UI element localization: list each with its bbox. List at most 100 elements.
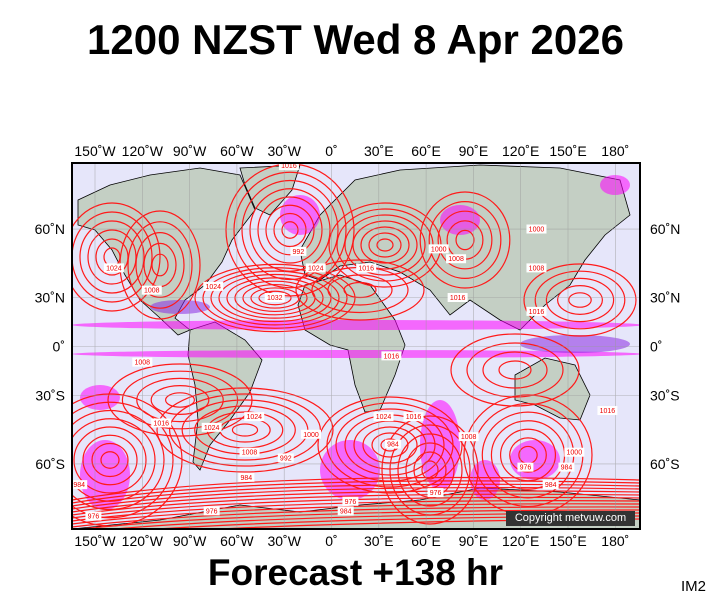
- isobar-label-bg: [151, 418, 172, 428]
- isobar-label-bg: [203, 281, 224, 291]
- isobar-label: 1024: [205, 284, 221, 291]
- isobar-label-bg: [290, 246, 307, 256]
- map-frame: [71, 162, 641, 530]
- isobar-label-bg: [373, 412, 394, 422]
- lon-tick-label: 60˚E: [411, 143, 441, 159]
- isobar-label-bg: [301, 429, 322, 439]
- isobar-label-bg: [558, 462, 575, 472]
- isobar-label-bg: [203, 506, 220, 516]
- isobar-label-bg: [342, 496, 359, 506]
- isobar-label: 976: [88, 514, 100, 521]
- lon-tick-label: 150˚E: [549, 143, 586, 159]
- isobar-label: 1000: [529, 227, 545, 234]
- lon-tick-label: 90˚E: [459, 143, 489, 159]
- isobar-label: 1008: [448, 256, 464, 263]
- isobar-label: 1024: [204, 425, 220, 432]
- lat-tick-label-left: 30˚N: [35, 290, 65, 306]
- isobar-label-bg: [447, 293, 468, 303]
- graticule: [72, 163, 640, 529]
- image-code: IM2: [681, 578, 707, 595]
- isobar-label: 984: [545, 482, 557, 489]
- lon-tick-label: 0˚: [325, 533, 337, 549]
- lat-tick-label-right: 30˚S: [650, 387, 680, 403]
- lon-tick-label: 30˚E: [364, 143, 394, 159]
- isobar-label: 992: [280, 455, 292, 462]
- lon-tick-label: 120˚W: [122, 533, 164, 549]
- isobar-label-bg: [458, 432, 479, 442]
- isobar-label: 1024: [308, 265, 324, 272]
- isobar-label: 976: [345, 499, 357, 506]
- lat-tick-label-left: 30˚S: [35, 387, 65, 403]
- isobar-label-bg: [564, 447, 585, 457]
- isobar-label: 1016: [450, 295, 466, 302]
- isobar-label-bg: [403, 412, 424, 422]
- isobar-label: 1008: [242, 450, 258, 457]
- isobar-label-bg: [103, 263, 124, 273]
- lon-tick-label: 90˚W: [173, 143, 207, 159]
- lon-tick-label: 60˚E: [411, 533, 441, 549]
- isobar-label-bg: [85, 511, 102, 521]
- isobar-label-bg: [381, 351, 402, 361]
- isobar-label: 1000: [303, 432, 319, 439]
- isobar-label-bg: [244, 412, 265, 422]
- isobar-label: 984: [73, 482, 85, 489]
- isobar-label-bg: [278, 163, 299, 171]
- lon-tick-label: 150˚E: [549, 533, 586, 549]
- lon-tick-label: 120˚E: [502, 143, 539, 159]
- isobar-label-bg: [356, 263, 377, 273]
- lat-tick-label-left: 0˚: [53, 339, 65, 355]
- lat-tick-label-right: 0˚: [650, 339, 662, 355]
- isobar-label-bg: [526, 224, 547, 234]
- isobar-label: 1000: [431, 246, 447, 253]
- isobar-label-bg: [201, 422, 222, 432]
- lat-tick-label-left: 60˚N: [35, 221, 65, 237]
- isobar-label: 1016: [153, 420, 169, 427]
- isobar-label: 976: [206, 508, 218, 515]
- lon-tick-label: 60˚W: [220, 533, 254, 549]
- isobar-label-bg: [337, 506, 354, 516]
- isobar-label-bg: [542, 480, 559, 490]
- lon-tick-label: 60˚W: [220, 143, 254, 159]
- lon-tick-label: 30˚W: [267, 533, 301, 549]
- isobar-label-bg: [526, 306, 547, 316]
- isobar-label-bg: [526, 263, 547, 273]
- lat-tick-label-right: 30˚N: [650, 290, 680, 306]
- lat-tick-label-left: 60˚S: [35, 456, 65, 472]
- isobar-label: 1008: [461, 434, 477, 441]
- isobar-label-bg: [277, 453, 294, 463]
- isobar-label-bg: [384, 439, 401, 449]
- isobar-label-bg: [239, 447, 260, 457]
- isobar-label: 1016: [529, 309, 545, 316]
- isobar-label: 1000: [567, 450, 583, 457]
- isobar-label: 984: [241, 475, 253, 482]
- isobar-label: 1016: [384, 353, 400, 360]
- isobar-label: 984: [561, 465, 573, 472]
- copyright-label: Copyright metvuw.com: [506, 511, 635, 526]
- isobar-label-bg: [427, 488, 444, 498]
- isobar-label: 984: [387, 442, 399, 449]
- isobar-label: 1016: [358, 265, 374, 272]
- lon-tick-label: 150˚W: [74, 533, 116, 549]
- isobar-label: 1016: [281, 163, 297, 170]
- lat-tick-label-right: 60˚S: [650, 456, 680, 472]
- isobar-label-bg: [238, 472, 255, 482]
- isobar-label: 1032: [267, 295, 283, 302]
- isobar-label-bg: [305, 263, 326, 273]
- lon-tick-label: 90˚W: [173, 533, 207, 549]
- isobar-label-bg: [428, 244, 449, 254]
- eurasia: [299, 164, 631, 331]
- lon-tick-label: 120˚E: [502, 533, 539, 549]
- isobar-label: 1024: [106, 265, 122, 272]
- isobar-label-bg: [132, 357, 153, 367]
- isobar-label: 1008: [529, 265, 545, 272]
- isobar-label: 992: [293, 249, 305, 256]
- isobar-label: 976: [520, 465, 532, 472]
- isobar-label: 1024: [246, 414, 262, 421]
- isobar-label: 1008: [144, 288, 160, 295]
- lon-tick-label: 180˚: [601, 143, 629, 159]
- isobar-label: 1016: [600, 408, 616, 415]
- isobar-label: 1016: [406, 414, 422, 421]
- isobar-label-bg: [517, 462, 534, 472]
